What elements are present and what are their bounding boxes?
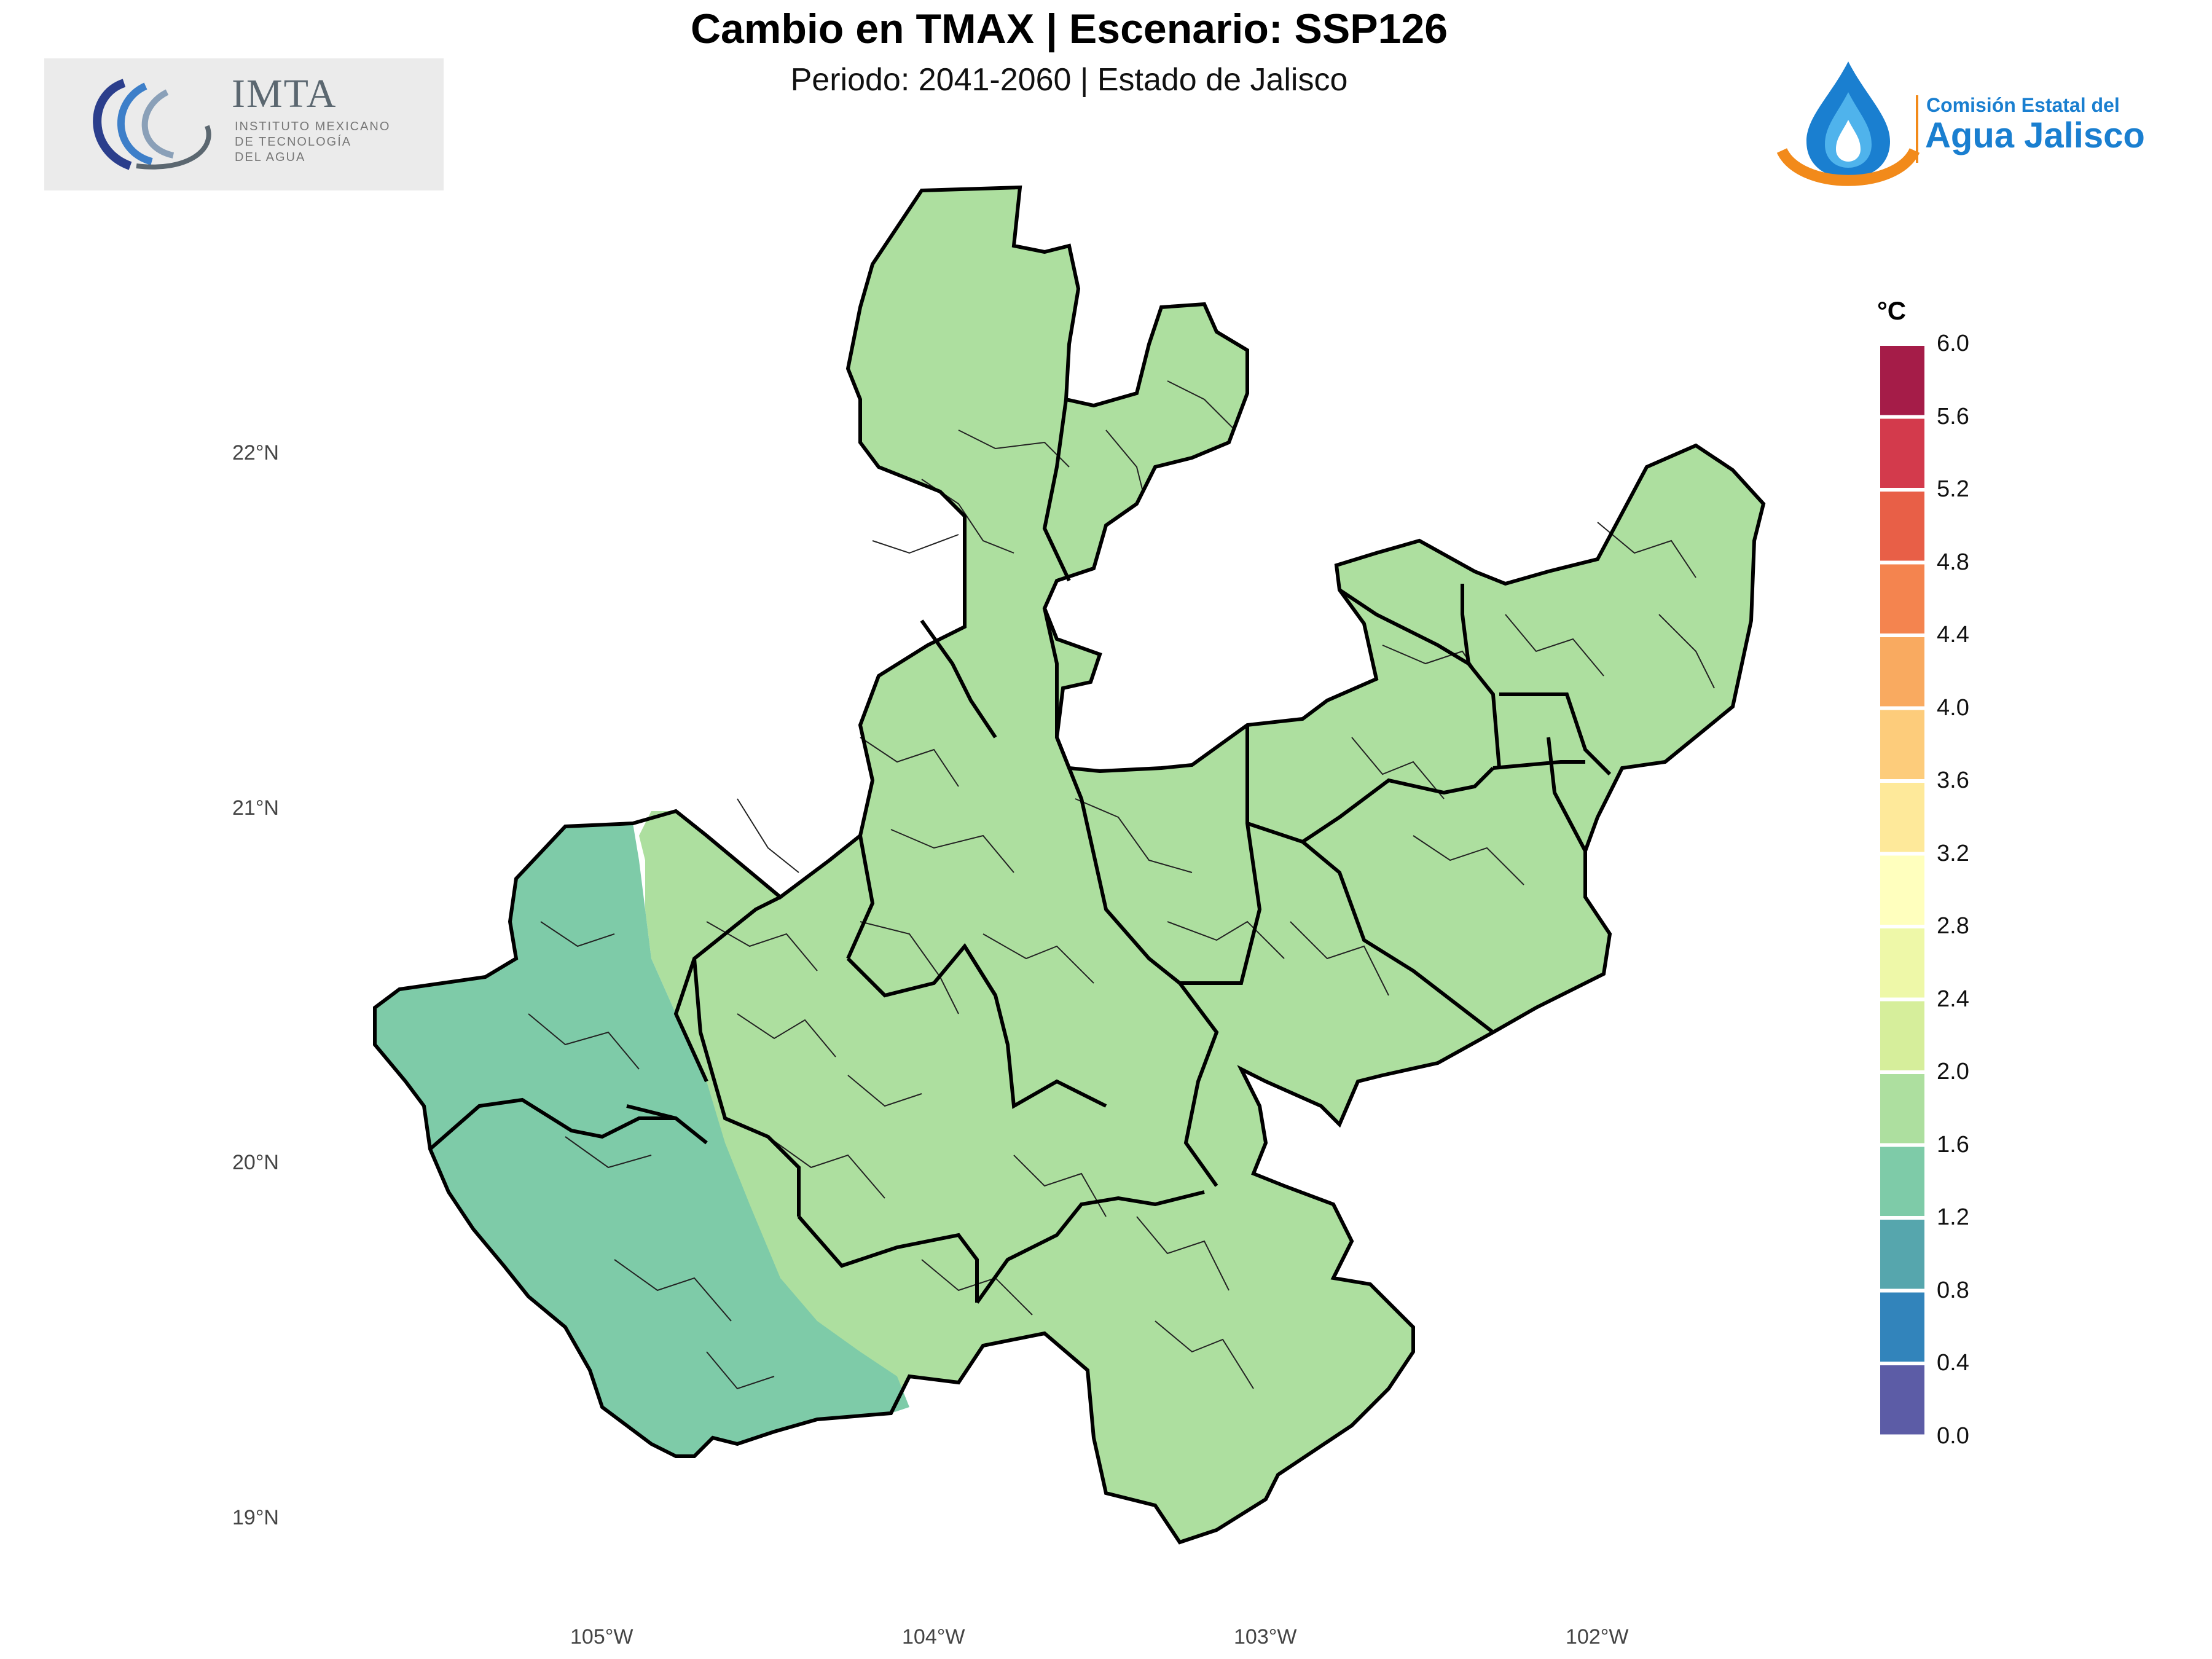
legend-tick-label: 6.0 bbox=[1937, 331, 1969, 356]
lat-label-22: 22°N bbox=[232, 441, 279, 465]
lat-label-19: 19°N bbox=[232, 1506, 279, 1529]
legend-tick-label: 0.0 bbox=[1937, 1422, 1969, 1449]
water-drop-icon bbox=[1776, 61, 1920, 186]
legend-swatch bbox=[1880, 346, 1924, 415]
legend-swatch bbox=[1880, 564, 1924, 633]
legend-tick-label: 3.6 bbox=[1937, 767, 1969, 793]
legend-swatch bbox=[1880, 783, 1924, 852]
imta-line-3: DEL AGUA bbox=[235, 151, 306, 164]
lat-label-21: 21°N bbox=[232, 796, 279, 820]
ceaj-divider bbox=[1916, 95, 1918, 163]
lon-label-102: 102°W bbox=[1566, 1625, 1629, 1649]
map-subtitle: Periodo: 2041-2060 | Estado de Jalisco bbox=[790, 62, 1348, 98]
lon-label-103: 103°W bbox=[1234, 1625, 1297, 1649]
legend-tick-label: 4.4 bbox=[1937, 622, 1969, 648]
imta-logo: IMTA INSTITUTO MEXICANO DE TECNOLOGÍA DE… bbox=[44, 58, 444, 190]
lon-label-105: 105°W bbox=[570, 1625, 633, 1649]
legend-swatch bbox=[1880, 710, 1924, 779]
ceaj-name-line-1: Comisión Estatal del bbox=[1926, 94, 2120, 116]
legend-tick-label: 4.8 bbox=[1937, 549, 1969, 575]
regional-boundaries bbox=[373, 185, 1766, 1545]
lon-label-104: 104°W bbox=[902, 1625, 965, 1649]
legend-swatch bbox=[1880, 492, 1924, 561]
legend-swatch bbox=[1880, 637, 1924, 707]
legend-swatch bbox=[1880, 1220, 1924, 1289]
legend-swatch bbox=[1880, 855, 1924, 925]
legend-tick-label: 1.6 bbox=[1937, 1131, 1969, 1158]
legend-swatch bbox=[1880, 418, 1924, 488]
legend-tick-label: 2.4 bbox=[1937, 986, 1969, 1012]
ceaj-name-line-2: Agua Jalisco bbox=[1925, 116, 2145, 155]
ceaj-logo: Comisión Estatal del Agua Jalisco bbox=[1776, 58, 2181, 194]
legend-tick-label: 5.2 bbox=[1937, 476, 1969, 502]
legend-tick-label: 1.2 bbox=[1937, 1204, 1969, 1230]
legend-swatch bbox=[1880, 1147, 1924, 1216]
legend-title: °C bbox=[1877, 296, 1907, 325]
municipal-boundaries bbox=[528, 380, 1715, 1390]
region-low-change bbox=[375, 823, 909, 1456]
imta-line-2: DE TECNOLOGÍA bbox=[235, 135, 352, 149]
legend-tick-label: 2.8 bbox=[1937, 913, 1969, 939]
legend-swatch bbox=[1880, 1001, 1924, 1070]
imta-swirl-icon bbox=[93, 79, 211, 170]
legend-tick-label: 3.2 bbox=[1937, 840, 1969, 866]
lat-label-20: 20°N bbox=[232, 1151, 279, 1174]
legend-swatch bbox=[1880, 1074, 1924, 1143]
legend-swatch bbox=[1880, 1365, 1924, 1435]
legend-swatch bbox=[1880, 928, 1924, 998]
legend-tick-label: 5.6 bbox=[1937, 403, 1969, 429]
imta-line-1: INSTITUTO MEXICANO bbox=[235, 120, 391, 133]
legend-tick-label: 2.0 bbox=[1937, 1059, 1969, 1084]
map-title: Cambio en TMAX | Escenario: SSP126 bbox=[690, 6, 1448, 52]
legend-tick-label: 4.0 bbox=[1937, 694, 1969, 721]
legend-tick-label: 0.8 bbox=[1937, 1277, 1969, 1303]
region-high-change bbox=[639, 187, 1763, 1542]
legend-tick-label: 0.4 bbox=[1937, 1350, 1969, 1376]
legend-swatch bbox=[1880, 1292, 1924, 1362]
imta-name: IMTA bbox=[232, 71, 337, 116]
